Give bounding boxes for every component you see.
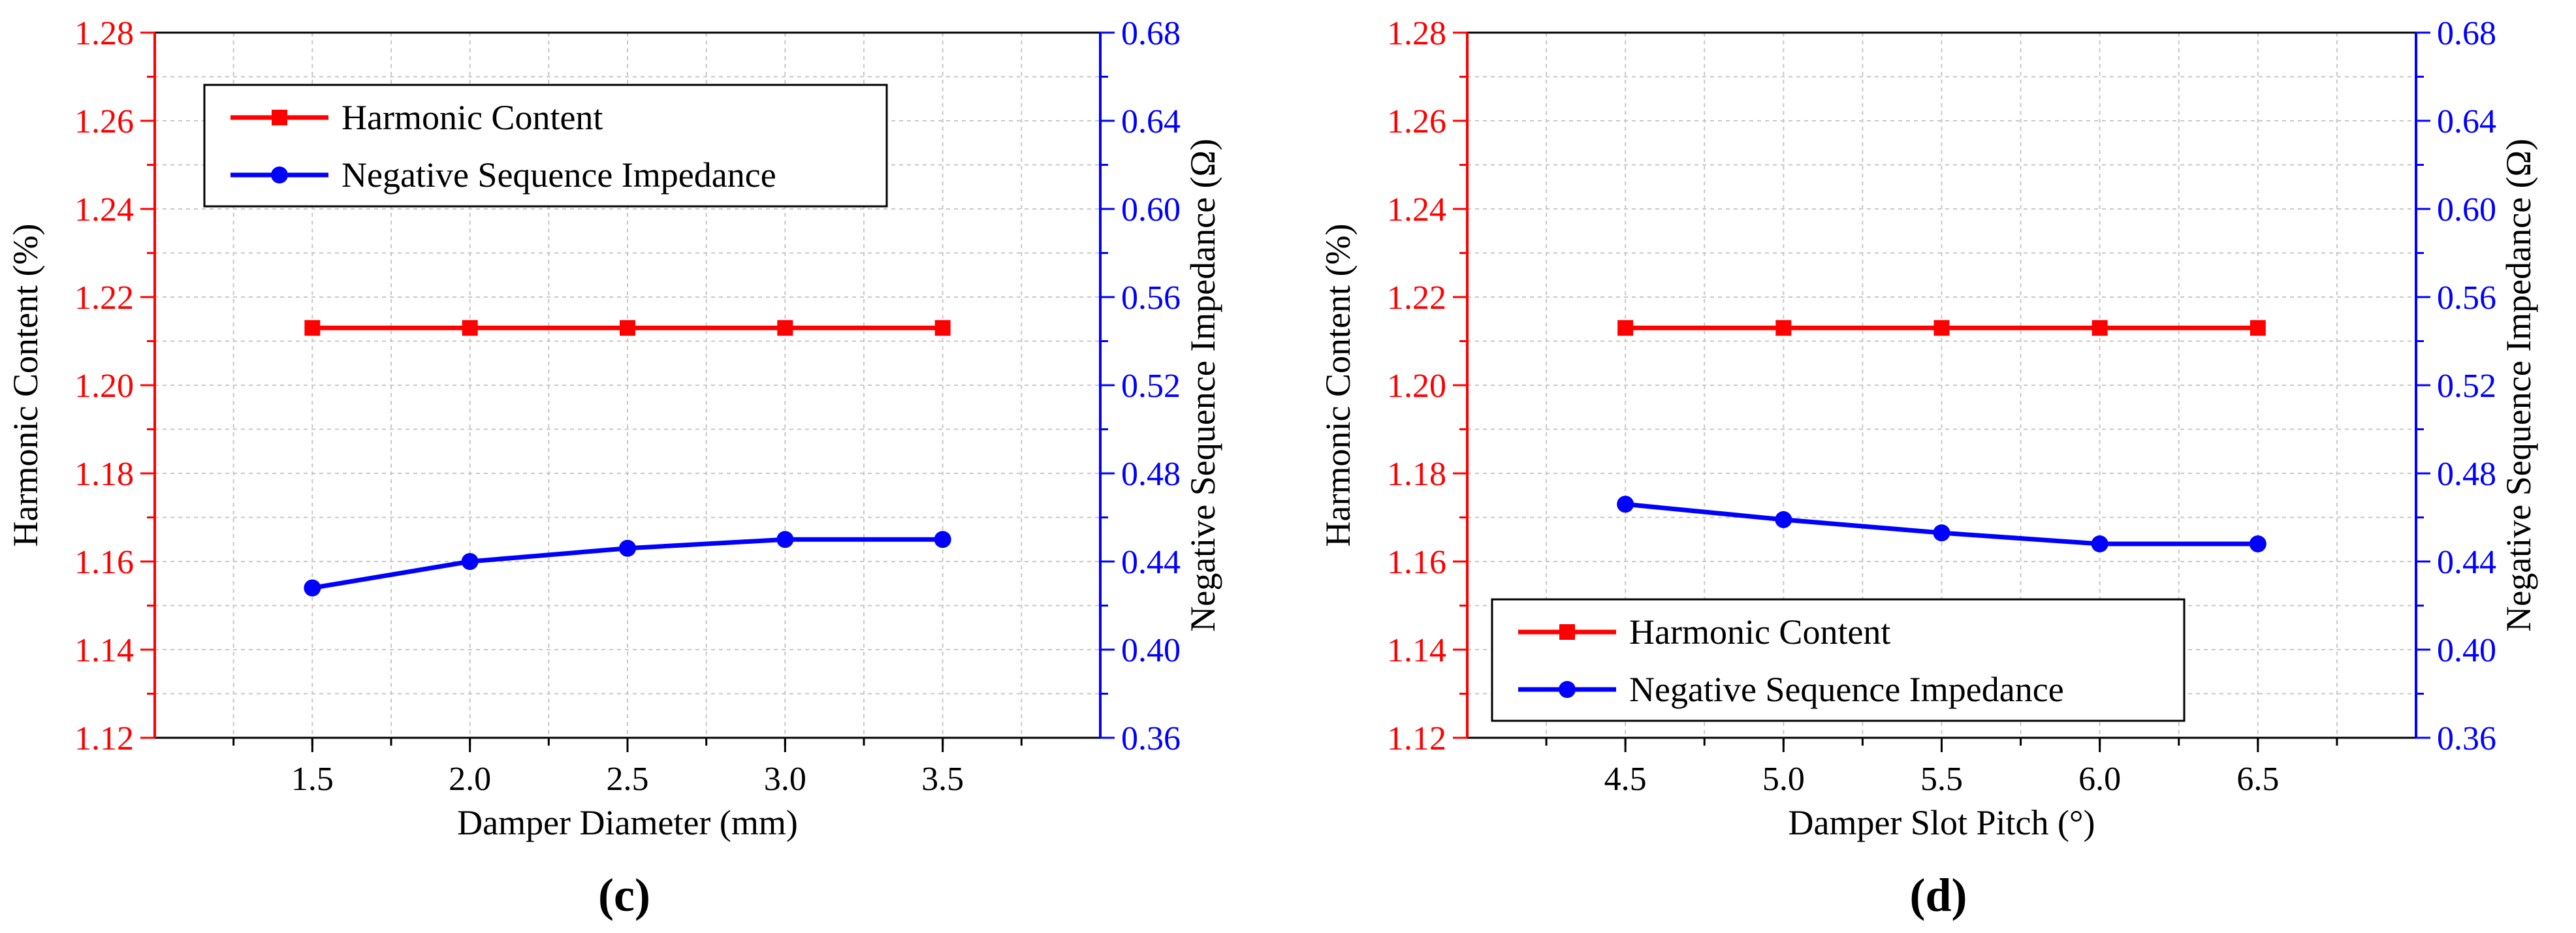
data-point	[2249, 535, 2266, 552]
x-axis-title: Damper Diameter (mm)	[457, 803, 798, 842]
x-tick-label: 2.5	[607, 761, 649, 798]
left-y-tick-label: 1.14	[74, 632, 134, 669]
legend-label: Negative Sequence Impedance	[342, 155, 776, 195]
left-y-tick-label: 1.18	[1387, 456, 1446, 493]
right-y-tick-label: 0.64	[1121, 103, 1181, 140]
data-point	[1617, 496, 1634, 513]
legend-box	[1491, 598, 2186, 722]
data-point	[462, 320, 478, 336]
left-y-tick-label: 1.16	[1387, 544, 1446, 581]
x-tick-label: 4.5	[1604, 761, 1647, 798]
data-point	[1775, 320, 1792, 336]
x-tick-label: 2.0	[449, 761, 491, 798]
data-point	[1933, 524, 1950, 542]
right-y-axis-title: Negative Sequence Impedance (Ω)	[2499, 138, 2538, 631]
left-y-tick-label: 1.26	[1387, 103, 1446, 140]
right-y-tick-label: 0.40	[2437, 632, 2496, 669]
right-y-tick-label: 0.60	[2437, 191, 2496, 229]
left-y-tick-label: 1.20	[1387, 368, 1446, 405]
right-y-tick-label: 0.44	[2437, 544, 2496, 581]
left-y-tick-label: 1.18	[74, 456, 134, 493]
right-y-tick-label: 0.52	[1121, 368, 1181, 405]
x-tick-label: 5.0	[1762, 761, 1805, 798]
legend-box	[203, 84, 888, 208]
right-y-tick-label: 0.64	[2437, 103, 2496, 140]
left-y-tick-label: 1.14	[1387, 632, 1446, 669]
legend: Harmonic Content Negative Sequence Impeda…	[1491, 598, 2186, 722]
chart-panel-d: 1.12 1.14 1.16 1.18 1.20 1.22 1.24 1.26 1.28 0.36…	[1318, 15, 2538, 921]
right-y-axis-title: Negative Sequence Impedance (Ω)	[1183, 138, 1222, 631]
data-point	[620, 320, 635, 336]
right-y-tick-label: 0.44	[1121, 544, 1181, 581]
right-y-tick-label: 0.52	[2437, 368, 2496, 405]
left-y-tick-label: 1.28	[74, 15, 134, 52]
legend-swatch-marker	[1559, 681, 1576, 698]
data-point	[461, 553, 479, 570]
data-point	[2091, 535, 2108, 552]
legend-label: Negative Sequence Impedance	[1629, 670, 2064, 709]
data-point	[1617, 320, 1634, 336]
x-axis-title: Damper Slot Pitch (°)	[1788, 803, 2095, 842]
left-y-tick-label: 1.16	[74, 544, 134, 581]
x-tick-label: 6.5	[2236, 761, 2279, 798]
left-y-tick-label: 1.12	[1387, 720, 1446, 757]
right-y-tick-label: 0.36	[2437, 720, 2496, 757]
left-y-tick-label: 1.12	[74, 720, 134, 757]
chart-panel-c: 1.12 1.14 1.16 1.18 1.20 1.22 1.24 1.26 1.28 0.36…	[6, 15, 1222, 921]
legend-swatch-marker	[271, 166, 288, 183]
left-y-tick-label: 1.28	[1387, 15, 1446, 52]
legend-label: Harmonic Content	[342, 98, 603, 137]
left-y-axis-title: Harmonic Content (%)	[1318, 224, 1358, 547]
legend-swatch-marker	[272, 110, 287, 125]
legend-swatch-marker	[1559, 624, 1575, 640]
right-y-tick-label: 0.68	[2437, 15, 2496, 52]
right-y-tick-label: 0.56	[1121, 279, 1181, 317]
x-tick-label: 3.0	[764, 761, 806, 798]
data-point	[2250, 320, 2266, 336]
series-negative-sequence-impedance	[1617, 496, 2266, 552]
right-y-tick-label: 0.48	[2437, 456, 2496, 493]
legend-label: Harmonic Content	[1629, 612, 1890, 652]
data-point	[304, 320, 321, 336]
data-point	[304, 579, 321, 597]
x-tick-label: 6.0	[2078, 761, 2121, 798]
left-y-tick-label: 1.22	[1387, 279, 1446, 317]
data-point	[1775, 511, 1792, 528]
x-tick-label: 3.5	[921, 761, 964, 798]
right-y-tick-label: 0.56	[2437, 279, 2496, 317]
panel-label: (c)	[598, 869, 650, 921]
data-point	[619, 539, 636, 557]
legend: Harmonic Content Negative Sequence Impeda…	[203, 84, 888, 208]
series-harmonic-content	[304, 320, 951, 336]
data-point	[2091, 320, 2108, 336]
right-y-tick-label: 0.36	[1121, 720, 1181, 757]
left-y-axis-title: Harmonic Content (%)	[6, 224, 45, 547]
x-tick-label: 5.5	[1920, 761, 1963, 798]
data-point	[776, 531, 794, 548]
left-y-tick-label: 1.24	[1387, 191, 1446, 229]
left-y-tick-label: 1.26	[74, 103, 134, 140]
right-y-tick-label: 0.68	[1121, 15, 1181, 52]
data-point	[777, 320, 793, 336]
data-point	[934, 320, 951, 336]
right-y-tick-label: 0.48	[1121, 456, 1181, 493]
right-y-tick-label: 0.60	[1121, 191, 1181, 229]
series-negative-sequence-impedance	[304, 531, 951, 597]
left-y-tick-label: 1.24	[74, 191, 134, 229]
left-y-tick-label: 1.20	[74, 368, 134, 405]
series-harmonic-content	[1617, 320, 2266, 336]
left-y-tick-label: 1.22	[74, 279, 134, 317]
data-point	[934, 531, 951, 548]
right-y-tick-label: 0.40	[1121, 632, 1181, 669]
panel-label: (d)	[1910, 869, 1967, 921]
data-point	[1933, 320, 1950, 336]
x-tick-label: 1.5	[291, 761, 334, 798]
